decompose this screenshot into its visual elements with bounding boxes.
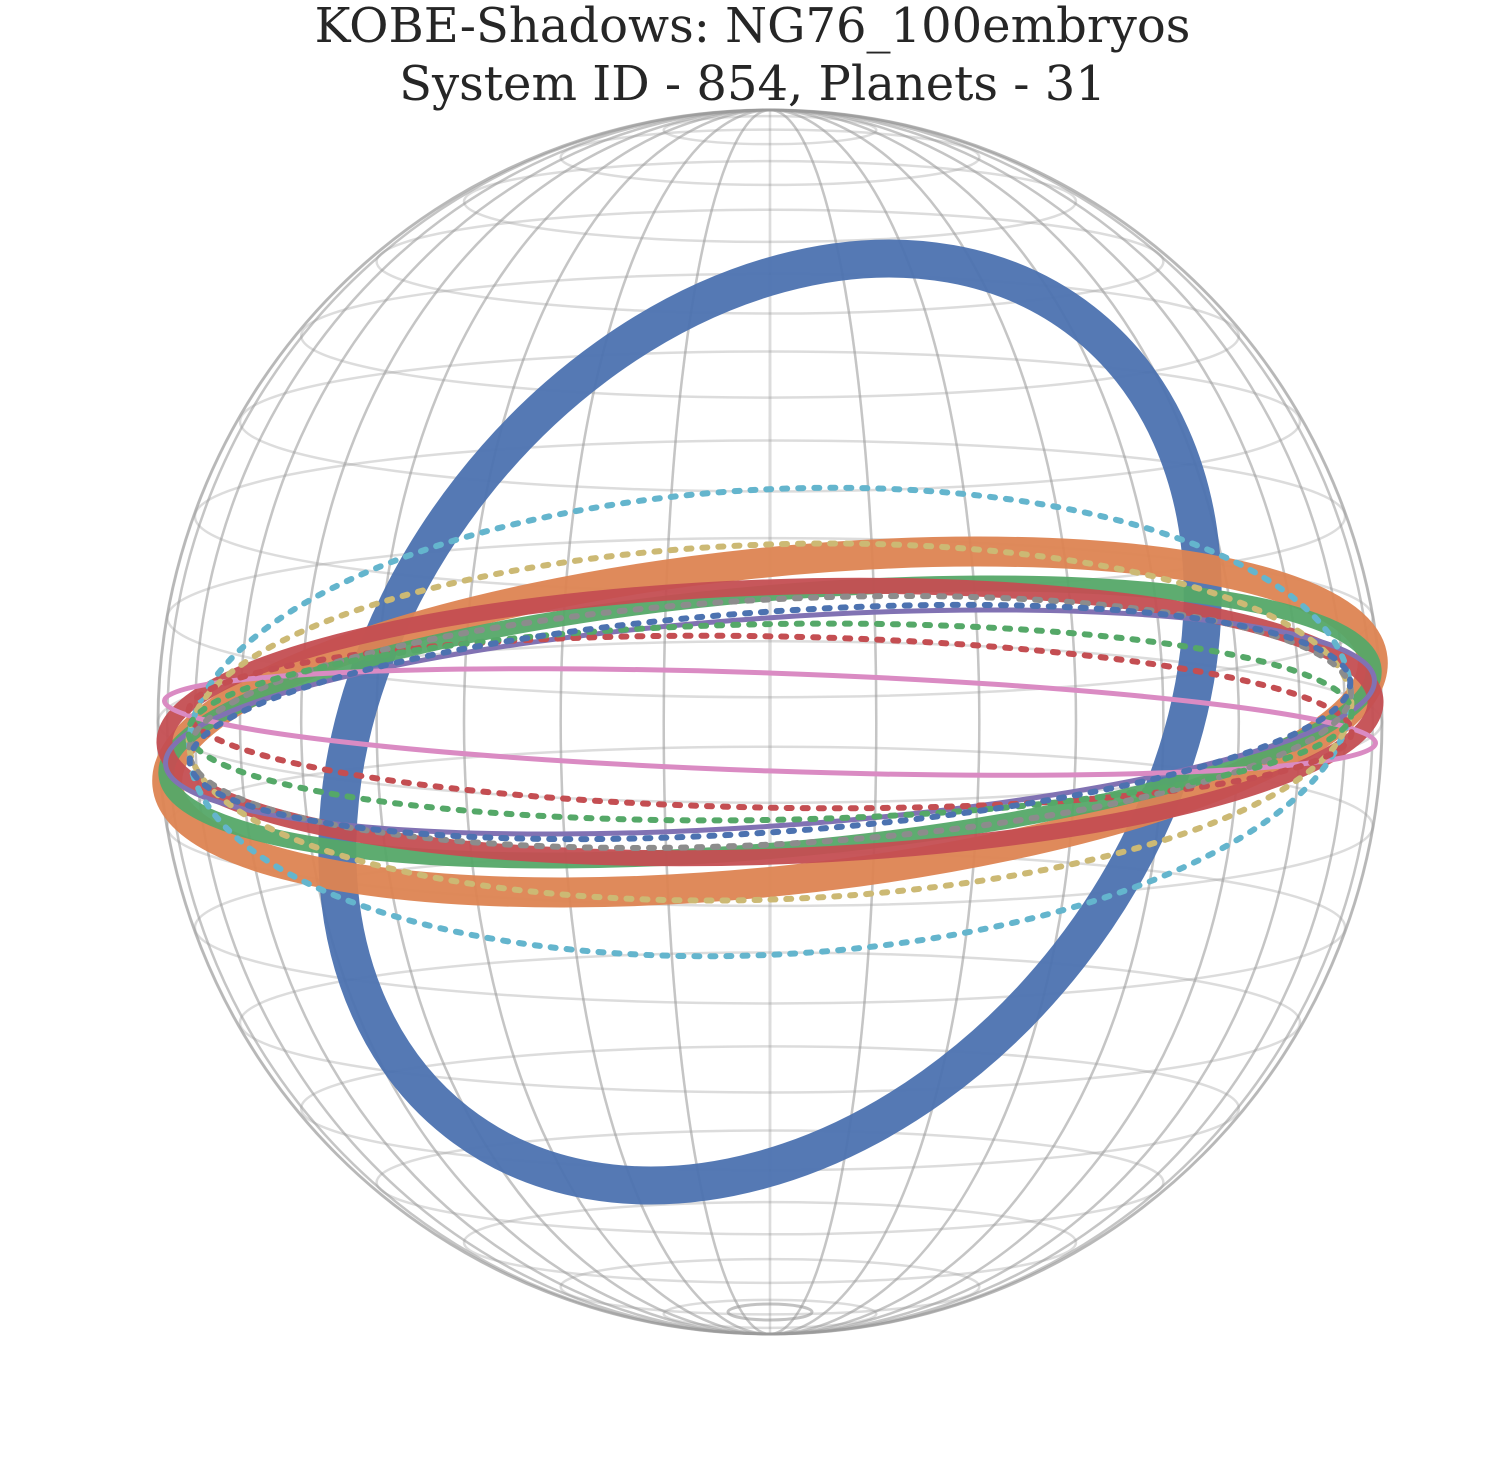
shadow-band xyxy=(156,577,1384,867)
longitude-line xyxy=(299,108,1241,1336)
longitude-line xyxy=(768,108,772,1336)
shadow-10 xyxy=(185,620,1355,824)
latitude-line xyxy=(238,951,1302,1094)
longitude-line xyxy=(375,108,1165,1336)
shadow-3 xyxy=(156,577,1384,867)
sphere-outline xyxy=(156,108,1384,1336)
latitude-line xyxy=(166,745,1374,908)
longitude-line xyxy=(559,108,981,1336)
shadow-4 xyxy=(163,607,1377,837)
longitude-line xyxy=(156,108,1384,1336)
latitude-line xyxy=(375,1129,1165,1236)
shadow-dotted xyxy=(186,601,1354,843)
latitude-line xyxy=(559,128,981,187)
longitude-line xyxy=(559,108,981,1336)
chart-title-line-1: KOBE-Shadows: NG76_100embryos xyxy=(314,0,1191,54)
longitude-line xyxy=(462,108,1078,1336)
chart-title-line-2: System ID - 854, Planets - 31 xyxy=(399,56,1106,112)
longitude-line xyxy=(299,108,1241,1336)
shadow-0 xyxy=(318,239,1222,1205)
shadow-9 xyxy=(186,593,1354,851)
latitude-line xyxy=(559,1257,981,1316)
latitude-line xyxy=(166,536,1374,699)
shadow-dotted xyxy=(185,632,1355,812)
latitude-line xyxy=(156,639,1384,805)
shadow-11 xyxy=(186,601,1354,843)
longitude-line xyxy=(375,108,1165,1336)
longitude-line xyxy=(238,108,1302,1336)
south-pole xyxy=(726,1302,814,1322)
longitude-line xyxy=(462,108,1078,1336)
longitude-line xyxy=(662,108,878,1336)
latitude-line xyxy=(662,114,878,146)
shadow-dotted xyxy=(186,593,1354,851)
latitude-line xyxy=(375,208,1165,315)
shadow-8 xyxy=(185,632,1355,812)
longitude-line xyxy=(662,108,878,1336)
latitude-line xyxy=(462,1200,1078,1285)
shadow-ring xyxy=(163,607,1377,837)
shadow-ring xyxy=(161,666,1379,778)
planet-shadows xyxy=(152,239,1388,1205)
latitude-line xyxy=(462,159,1078,244)
shadow-5 xyxy=(161,666,1379,778)
longitude-line xyxy=(238,108,1302,1336)
shadow-band xyxy=(318,239,1222,1205)
shadow-dotted xyxy=(185,620,1355,824)
latitude-line xyxy=(662,1298,878,1330)
